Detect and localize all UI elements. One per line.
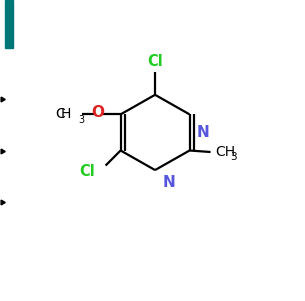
Text: H: H: [61, 107, 71, 121]
Text: CH: CH: [215, 145, 235, 159]
Text: C: C: [55, 107, 65, 121]
Text: Cl: Cl: [147, 54, 163, 69]
Text: N: N: [197, 125, 210, 140]
Bar: [5, 0, 13, 48]
Text: 3: 3: [79, 115, 85, 125]
Text: 3: 3: [231, 152, 237, 162]
Text: Cl: Cl: [79, 164, 95, 179]
Text: N: N: [163, 175, 176, 190]
Text: O: O: [92, 105, 105, 120]
